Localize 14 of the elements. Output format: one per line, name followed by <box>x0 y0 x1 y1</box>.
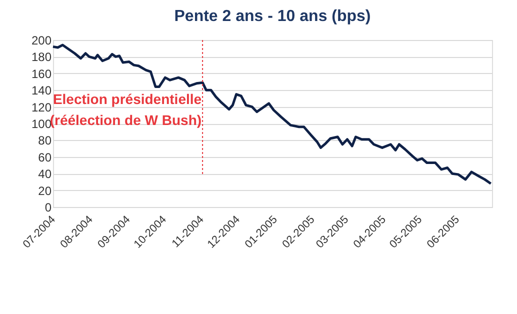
y-tick-label: 60 <box>38 150 52 164</box>
y-tick-label: 140 <box>31 84 52 98</box>
y-tick-label: 160 <box>31 66 52 81</box>
y-tick-label: 40 <box>38 167 52 182</box>
y-tick-label: 100 <box>31 117 52 131</box>
y-tick-label: 80 <box>38 134 52 148</box>
ref-line-label: Election présidentielle (réélection de W Bush) <box>50 91 202 128</box>
y-tick-label: 0 <box>44 200 52 214</box>
y-tick-label: 200 <box>31 34 52 48</box>
line-series <box>52 44 492 185</box>
y-tick-label: 20 <box>38 184 52 198</box>
y-tick-label: 180 <box>31 50 52 64</box>
y-tick-label: 120 <box>31 100 52 114</box>
chart-title: Pente 2 ans - 10 ans (bps) <box>174 8 371 25</box>
